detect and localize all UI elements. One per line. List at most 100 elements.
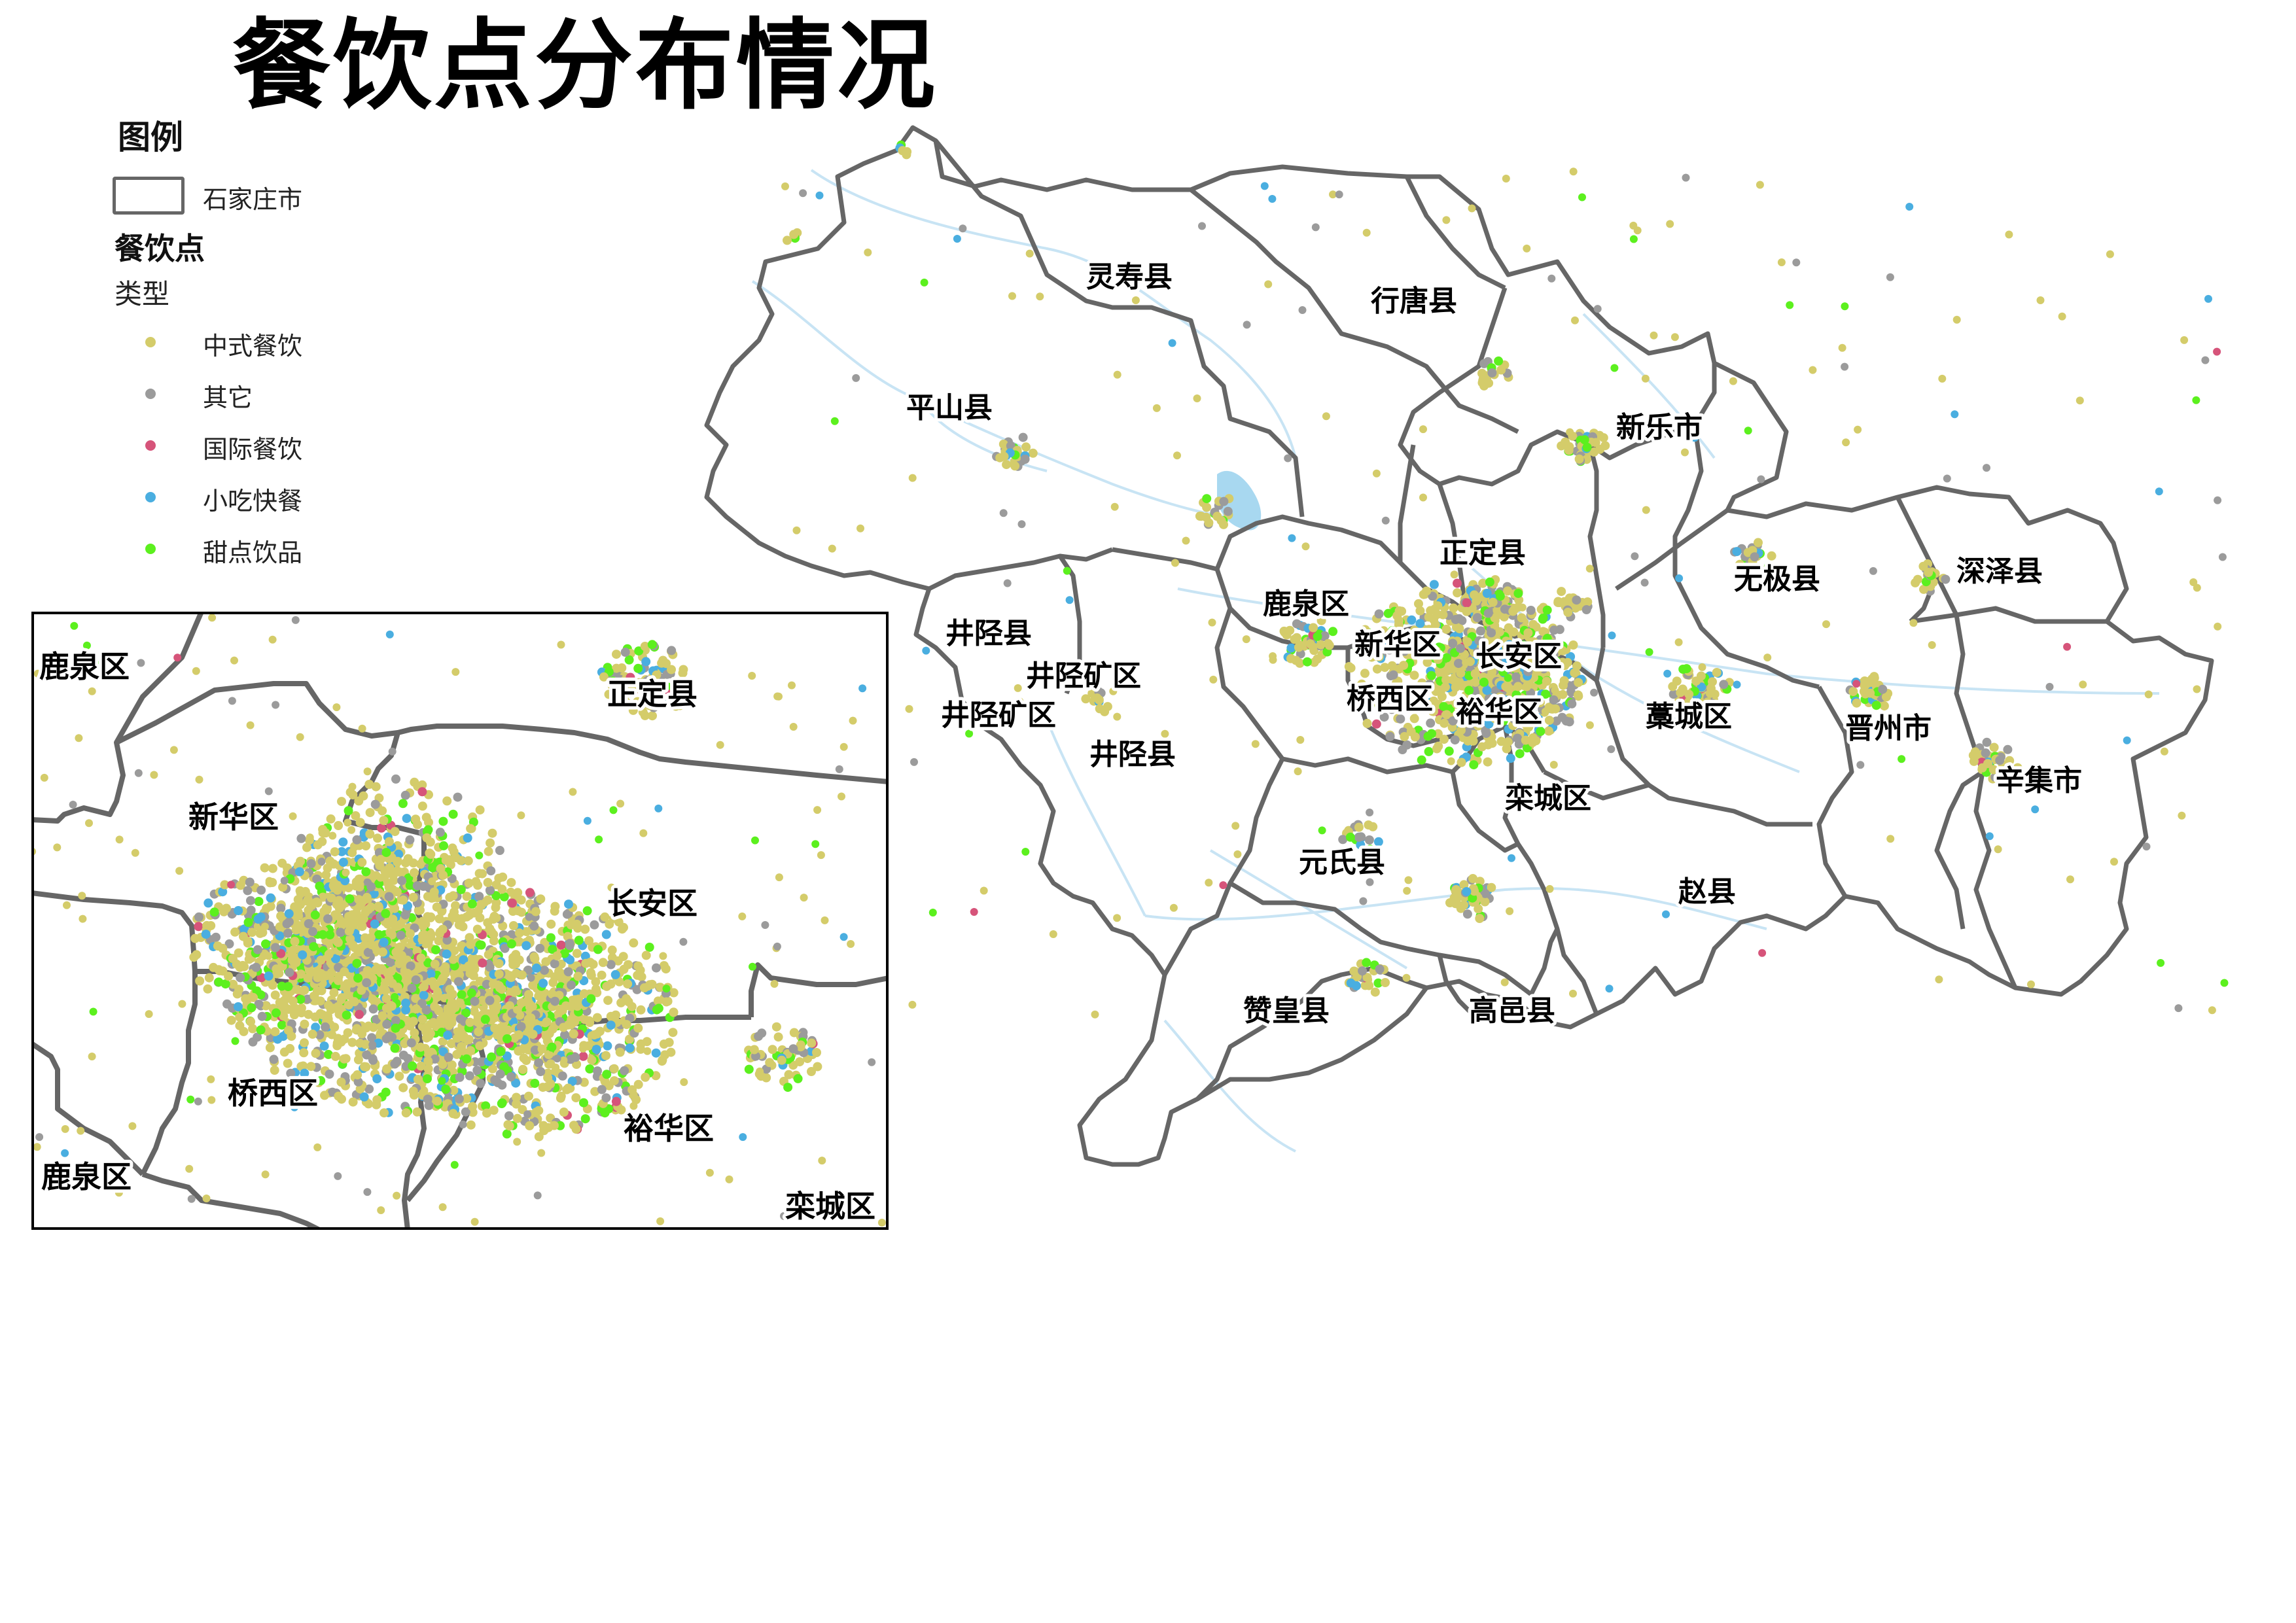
poi-point [1669,689,1678,699]
poi-point [1442,653,1451,663]
poi-point [453,792,463,802]
poi-point [304,919,313,928]
poi-point [478,958,487,968]
poi-point [2013,763,2022,773]
poi-point [1209,675,1218,684]
poi-point [497,1098,507,1108]
poi-point [487,1064,497,1073]
poi-point [1364,835,1374,845]
poi-point [1744,427,1752,435]
poi-point [1451,615,1460,624]
poi-point [573,971,583,981]
poi-point [1219,881,1227,890]
poi-point [656,1217,665,1225]
poi-point [539,1121,548,1130]
poi-point [379,816,389,826]
poi-point [557,1071,567,1081]
poi-point [1362,688,1371,698]
poi-point [423,1064,433,1073]
poi-point [318,825,328,834]
poi-point [1951,410,1959,419]
poi-point [970,908,978,916]
poi-point [381,848,391,858]
poi-point [908,474,917,482]
poi-point [1754,538,1763,548]
poi-point [1381,978,1390,987]
poi-point [1878,684,1888,694]
poi-point [1595,430,1604,440]
poi-point [475,805,485,815]
poi-point [1528,733,1538,742]
poi-point [279,1001,289,1011]
poi-point [2106,250,2114,258]
poi-point [680,1078,688,1087]
poi-point [1490,714,1500,724]
poi-point [549,1121,559,1130]
poi-point [530,1079,540,1088]
poi-point [621,689,631,699]
poi-point [1488,597,1498,607]
poi-point [499,1024,509,1034]
poi-point [1515,749,1525,759]
poi-point [1913,574,1922,584]
poi-point [1536,727,1545,736]
poi-point [419,990,429,1000]
poi-point [504,1121,514,1131]
poi-point [1318,826,1326,835]
poi-point [533,1191,542,1200]
poi-point [1362,973,1372,983]
poi-point [1629,221,1638,230]
poi-point [1943,474,1951,483]
poi-point [606,960,616,969]
poi-point [1092,693,1102,703]
poi-point [534,1058,544,1068]
poi-point [656,983,665,992]
poi-point [428,877,436,886]
poi-point [1822,620,1830,629]
poi-point [486,866,496,876]
poi-point [905,705,913,713]
poi-point [487,1052,497,1062]
poi-point [1629,235,1638,243]
poi-point [421,1022,431,1032]
poi-point [641,951,651,960]
poi-point [461,1008,470,1018]
poi-point [390,1043,400,1053]
poi-point [1373,699,1383,709]
poi-point [593,1066,602,1076]
poi-point [482,1108,491,1118]
poi-point [88,687,96,695]
poi-point [546,1079,556,1089]
poi-point [416,953,426,963]
poi-point [396,930,406,940]
poi-point [334,1091,344,1101]
poi-point [108,1164,116,1173]
poi-point [1424,612,1434,622]
poi-point [438,1203,447,1212]
poi-point [204,973,214,983]
poi-point [1521,735,1530,745]
poi-point [1359,634,1369,644]
poi-point [476,940,486,950]
poi-point [838,792,845,801]
poi-point [607,883,616,892]
poi-point [415,1042,425,1052]
poi-point [455,998,465,1008]
poi-point [818,1157,826,1165]
poi-point [1414,599,1423,608]
poi-point [1503,586,1513,596]
poi-point [1313,631,1322,641]
poi-point [1419,493,1427,502]
poi-point [239,962,249,971]
poi-point [510,985,520,995]
poi-point [1103,702,1112,712]
poi-point [1482,589,1492,598]
poi-point [433,1096,442,1106]
poi-point [425,848,434,858]
poi-point [633,961,643,971]
poi-point [1296,736,1305,744]
poi-point [2214,496,2222,504]
poi-point [556,1091,566,1101]
poi-point [506,878,516,888]
poi-point [78,892,86,900]
